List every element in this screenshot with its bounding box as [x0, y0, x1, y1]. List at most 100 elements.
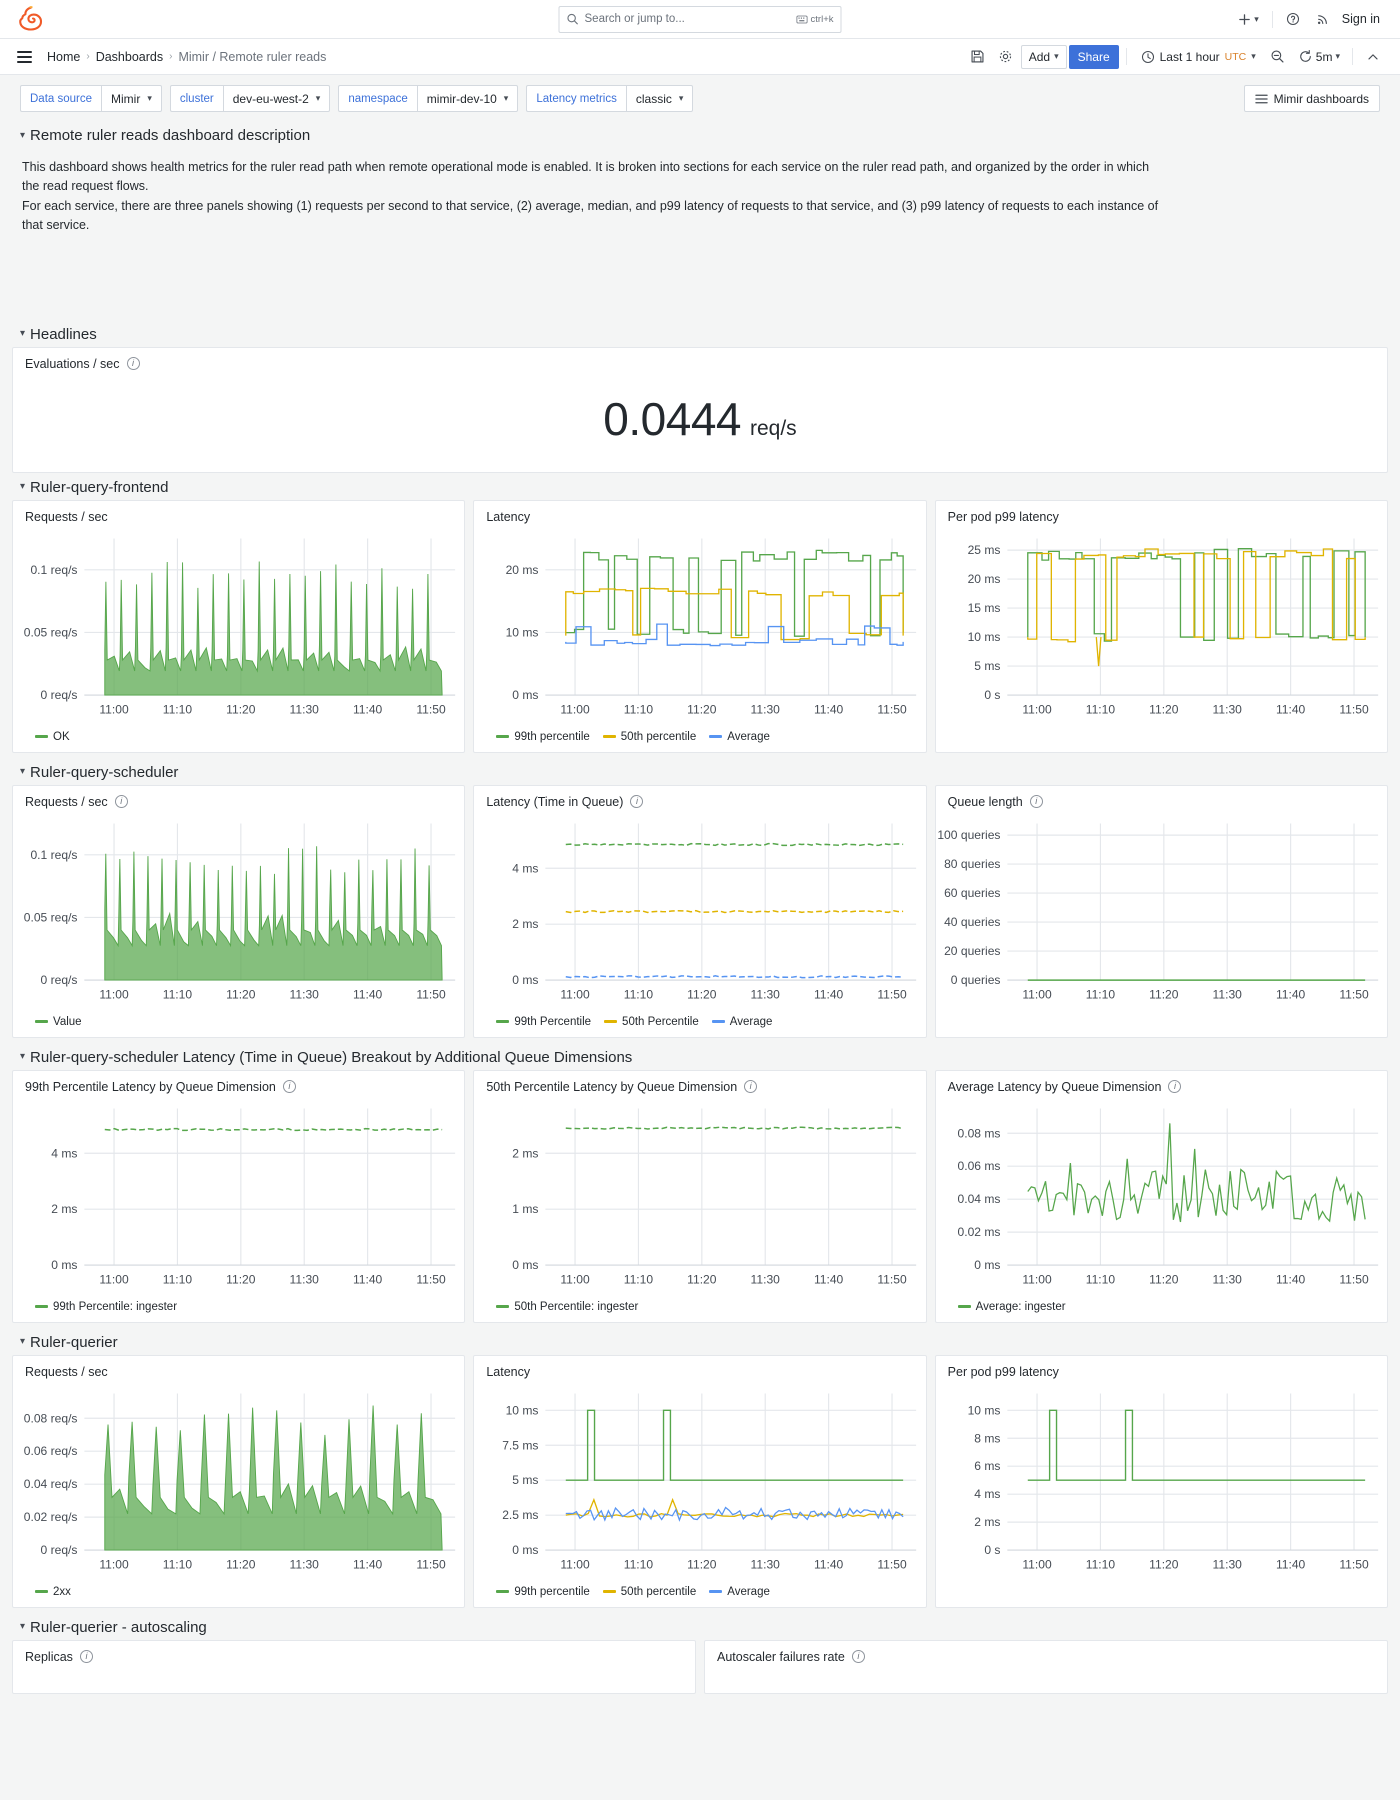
- chart-area[interactable]: 0 req/s 0.02 req/s 0.04 req/s 0.06 req/s 0.0…: [13, 1382, 464, 1580]
- legend-item[interactable]: Average: [711, 1016, 772, 1028]
- panel-header: Latency: [474, 1356, 925, 1382]
- mimir-dashboards-button[interactable]: Mimir dashboards: [1243, 85, 1380, 112]
- variable-select[interactable]: Mimir ▾: [101, 85, 162, 112]
- info-icon[interactable]: i: [126, 357, 140, 370]
- svg-text:11:00: 11:00: [99, 1272, 129, 1286]
- row-header-ruler-query-scheduler[interactable]: ▾ Ruler-query-scheduler: [0, 758, 1400, 785]
- sign-in-link[interactable]: Sign in: [1341, 12, 1380, 26]
- variable-select[interactable]: mimir-dev-10 ▾: [416, 85, 519, 112]
- svg-text:11:50: 11:50: [1339, 987, 1369, 1001]
- legend-item[interactable]: 99th percentile: [496, 1586, 590, 1598]
- svg-text:11:30: 11:30: [1212, 1272, 1242, 1286]
- info-icon[interactable]: i: [1029, 795, 1043, 809]
- panel-title: 50th Percentile Latency by Queue Dimensi…: [486, 1079, 738, 1094]
- legend-item[interactable]: 99th Percentile: [496, 1016, 591, 1028]
- info-icon[interactable]: i: [630, 795, 644, 809]
- legend-label: 50th percentile: [620, 730, 697, 743]
- legend-color-swatch: [496, 1305, 510, 1309]
- breadcrumb-item-home[interactable]: Home: [47, 49, 81, 64]
- row-header-description[interactable]: ▾ Remote ruler reads dashboard descripti…: [0, 121, 1400, 148]
- chart-area[interactable]: 0 req/s 0.05 req/s 0.1 req/s 11:00 11:10 11:2…: [13, 812, 464, 1010]
- search-shortcut-text: ctrl+k: [810, 13, 834, 25]
- legend-item[interactable]: 2xx: [35, 1586, 71, 1598]
- chart-area[interactable]: 0 s 5 ms 10 ms 15 ms 20 ms 25 ms 11:00 11:10 11:…: [936, 527, 1387, 728]
- menu-toggle-button[interactable]: [14, 48, 35, 66]
- chart-area[interactable]: 0 ms 10 ms 20 ms 11:00 11:10 11:20 11:30 11:40 1…: [474, 527, 925, 725]
- legend-item[interactable]: 50th percentile: [602, 1586, 696, 1598]
- dashboard-settings-button[interactable]: [993, 44, 1019, 70]
- svg-text:2 ms: 2 ms: [974, 1515, 1000, 1529]
- grafana-logo-icon[interactable]: [18, 6, 44, 32]
- svg-text:11:20: 11:20: [1149, 987, 1179, 1001]
- chart-area[interactable]: 0 ms 0.02 ms 0.04 ms 0.06 ms 0.08 ms 11:00 11:…: [936, 1097, 1387, 1295]
- info-icon[interactable]: i: [1168, 1080, 1182, 1094]
- legend-item[interactable]: 50th Percentile: ingester: [496, 1301, 638, 1313]
- row-header-ruler-query-frontend[interactable]: ▾ Ruler-query-frontend: [0, 473, 1400, 500]
- chart-area[interactable]: 0 req/s 0.05 req/s 0.1 req/s 11:00 11:10 11:2…: [13, 527, 464, 725]
- legend-item[interactable]: Average: ingester: [957, 1301, 1066, 1313]
- collapse-toolbar-button[interactable]: [1360, 44, 1386, 70]
- divider: [1271, 10, 1273, 28]
- legend-item[interactable]: Average: [709, 1586, 770, 1598]
- chevron-down-icon: ▾: [20, 129, 26, 141]
- info-icon[interactable]: i: [114, 795, 128, 809]
- chart-area[interactable]: 0 ms 2 ms 4 ms 11:00 11:10 11:20 11:30 11:40 11:…: [474, 812, 925, 1010]
- row-header-ruler-querier[interactable]: ▾ Ruler-querier: [0, 1328, 1400, 1355]
- svg-text:0 req/s: 0 req/s: [41, 688, 78, 702]
- svg-text:11:20: 11:20: [687, 702, 717, 716]
- legend-item[interactable]: Average: [709, 731, 770, 743]
- info-icon[interactable]: i: [282, 1080, 296, 1094]
- svg-text:0.02 ms: 0.02 ms: [957, 1225, 1000, 1239]
- panel-header: Per pod p99 latency: [936, 1356, 1387, 1382]
- legend-item[interactable]: 50th Percentile: [604, 1016, 699, 1028]
- breadcrumb-separator: ›: [86, 51, 90, 62]
- chart-area[interactable]: 0 ms 2.5 ms 5 ms 7.5 ms 10 ms 11:00 11:10 11:20…: [474, 1382, 925, 1580]
- breadcrumb-item-dashboards[interactable]: Dashboards: [95, 49, 164, 64]
- search-input[interactable]: Search or jump to... ctrl+k: [558, 5, 842, 33]
- panel-header: Queue length i: [936, 786, 1387, 812]
- gear-icon: [1000, 50, 1012, 63]
- svg-text:11:40: 11:40: [814, 987, 844, 1001]
- chart-area[interactable]: 0 queries 20 queries 40 queries 60 queries 8…: [936, 812, 1387, 1013]
- legend-color-swatch: [709, 735, 723, 739]
- panel-replicas: Replicas i: [12, 1639, 696, 1694]
- add-menu-button[interactable]: ▾: [1230, 8, 1267, 31]
- svg-text:100 queries: 100 queries: [937, 828, 1000, 842]
- save-dashboard-button[interactable]: [965, 44, 991, 70]
- breadcrumb-item-current[interactable]: Mimir / Remote ruler reads: [178, 49, 327, 64]
- legend-item[interactable]: 99th Percentile: ingester: [35, 1301, 177, 1313]
- add-panel-button[interactable]: Add ▾: [1020, 44, 1067, 69]
- svg-text:0.05 req/s: 0.05 req/s: [24, 625, 78, 639]
- variable-select[interactable]: dev-eu-west-2 ▾: [222, 85, 331, 112]
- panel-title: Per pod p99 latency: [947, 509, 1059, 524]
- time-range-picker[interactable]: Last 1 hour UTC ▾: [1134, 45, 1263, 69]
- chart-area[interactable]: [705, 1667, 1387, 1693]
- info-icon[interactable]: i: [851, 1650, 865, 1664]
- panel-qs-requests: Requests / sec i 0 req/s 0.05 req/s 0.1 req/…: [12, 784, 466, 1038]
- info-icon[interactable]: i: [744, 1080, 758, 1094]
- svg-text:80 queries: 80 queries: [944, 857, 1000, 871]
- refresh-picker[interactable]: 5m ▾: [1293, 45, 1345, 69]
- news-button[interactable]: [1308, 7, 1338, 31]
- zoom-out-time-button[interactable]: [1265, 44, 1291, 70]
- row-header-queue-breakout[interactable]: ▾ Ruler-query-scheduler Latency (Time in…: [0, 1043, 1400, 1070]
- row-header-ruler-querier-autoscaling[interactable]: ▾ Ruler-querier - autoscaling: [0, 1613, 1400, 1640]
- chart-area[interactable]: 0 s 2 ms 4 ms 6 ms 8 ms 10 ms 11:00 11:10 11:20 1…: [936, 1382, 1387, 1583]
- chart-area[interactable]: 0 ms 2 ms 4 ms 11:00 11:10 11:20 11:30 11:40 11:…: [13, 1097, 464, 1295]
- legend-item[interactable]: Value: [35, 1016, 82, 1028]
- info-icon[interactable]: i: [79, 1650, 93, 1664]
- help-button[interactable]: [1278, 7, 1308, 31]
- variable-label: namespace: [338, 85, 417, 112]
- panel-qf-latency: Latency 0 ms 10 ms 20 ms 11:00 11:10 11:20 11:3…: [473, 499, 927, 753]
- legend-item[interactable]: OK: [35, 731, 70, 743]
- row-title: Remote ruler reads dashboard description: [30, 127, 311, 144]
- legend-label: Average: [727, 730, 770, 743]
- chart-area[interactable]: 0 ms 1 ms 2 ms 11:00 11:10 11:20 11:30 11:40 11:…: [474, 1097, 925, 1295]
- variable-select[interactable]: classic ▾: [625, 85, 694, 112]
- zoom-out-icon: [1271, 50, 1284, 63]
- legend-item[interactable]: 50th percentile: [602, 730, 697, 743]
- legend-item[interactable]: 99th percentile: [496, 731, 590, 743]
- share-dashboard-button[interactable]: Share: [1068, 44, 1119, 69]
- row-header-headlines[interactable]: ▾ Headlines: [0, 320, 1400, 347]
- chart-area[interactable]: [13, 1667, 695, 1693]
